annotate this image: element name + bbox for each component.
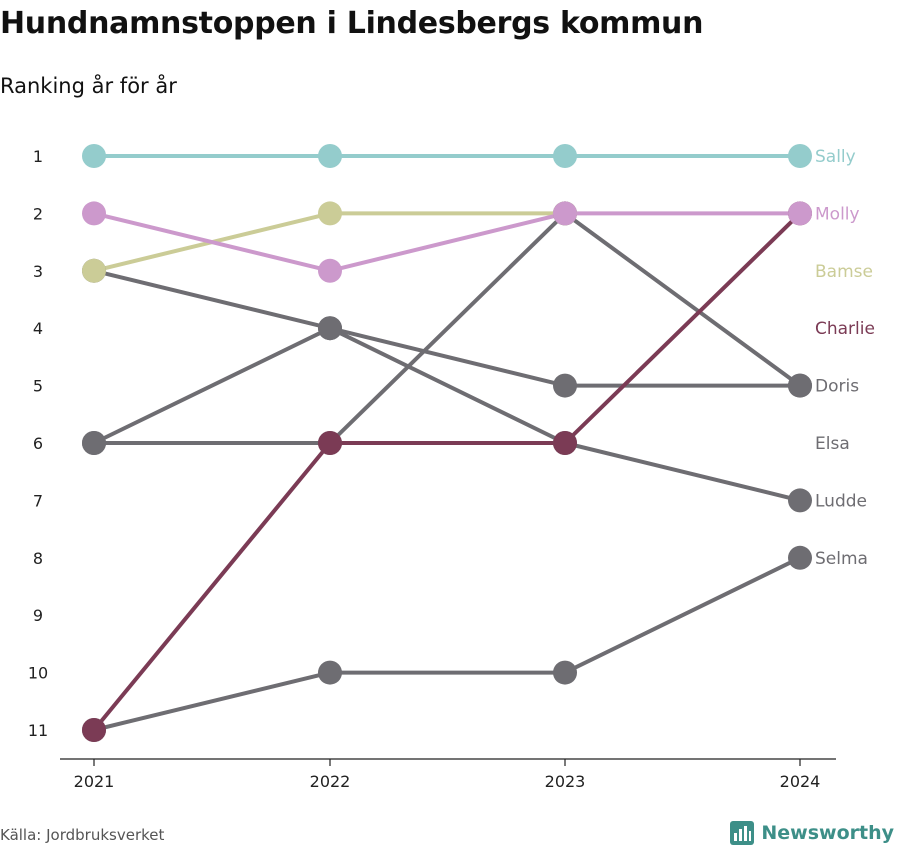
series-point-selma: [318, 660, 342, 685]
y-tick-label: 4: [33, 319, 43, 338]
series-line-ludde: [92, 268, 802, 503]
end-label-charlie: Charlie: [815, 319, 875, 339]
series-point-sally: [82, 144, 106, 168]
series-line-doris2: [563, 211, 802, 388]
series-point-molly: [788, 201, 812, 226]
end-label-selma: Selma: [815, 549, 868, 569]
end-label-elsa: Elsa: [815, 434, 850, 454]
end-label-doris: Doris: [815, 377, 859, 397]
y-tick-label: 9: [33, 606, 43, 625]
series-point-doris: [318, 316, 342, 341]
end-label-sally: Sally: [815, 147, 856, 167]
y-tick-label: 8: [33, 549, 43, 568]
series-point-doris: [553, 373, 577, 398]
y-tick-label: 1: [33, 147, 43, 166]
series-point-sally: [318, 144, 342, 168]
series-point-doris2: [788, 373, 812, 398]
end-label-ludde: Ludde: [815, 491, 867, 511]
source-note: Källa: Jordbruksverket: [0, 826, 165, 844]
series-point-charlie: [318, 431, 342, 455]
series-point-selma: [553, 660, 577, 685]
series-point-doris: [82, 431, 106, 455]
y-axis: 1 2 3 4 5 6 7 8 9 10 11: [28, 147, 48, 740]
series-line-selma: [92, 555, 802, 732]
series-point-molly: [82, 201, 106, 226]
chart-subtitle: Ranking år för år: [0, 74, 177, 98]
series-line-charlie: [92, 211, 802, 732]
end-label-molly: Molly: [815, 204, 860, 224]
end-label-bamse: Bamse: [815, 262, 873, 282]
series-point-sally: [788, 144, 812, 168]
series-point-charlie: [553, 431, 577, 455]
x-tick-label: 2024: [780, 772, 821, 791]
series-point-bamse: [318, 201, 342, 226]
series-point-ludde: [788, 488, 812, 513]
x-tick-label: 2021: [74, 772, 115, 791]
series-point-molly: [553, 201, 577, 226]
end-labels: Sally Molly Bamse Charlie Doris Elsa Ludde Selm…: [815, 147, 875, 569]
series-point-sally: [553, 144, 577, 168]
series-point-charlie: [82, 718, 106, 742]
y-tick-label: 5: [33, 377, 43, 396]
y-tick-label: 6: [33, 434, 43, 453]
series-line-molly: [92, 211, 802, 273]
newsworthy-icon: [730, 821, 755, 845]
brand-logo: Newsworthy: [729, 820, 894, 846]
series-lines: [92, 154, 802, 732]
y-tick-label: 11: [28, 721, 48, 740]
y-tick-label: 7: [33, 491, 43, 510]
series-line-doris: [92, 326, 802, 445]
y-tick-label: 2: [33, 204, 43, 223]
brand-name: Newsworthy: [761, 822, 894, 844]
x-tick-label: 2023: [545, 772, 586, 791]
x-axis: 2021 2022 2023 2024: [60, 758, 836, 791]
x-tick-label: 2022: [310, 772, 351, 791]
series-point-bamse: [82, 258, 106, 283]
chart-title: Hundnamnstoppen i Lindesbergs kommun: [0, 6, 704, 41]
y-tick-label: 10: [28, 664, 48, 683]
series-point-molly: [318, 258, 342, 283]
y-tick-label: 3: [33, 262, 43, 281]
series-point-selma: [788, 545, 812, 570]
series-points: [82, 144, 812, 742]
